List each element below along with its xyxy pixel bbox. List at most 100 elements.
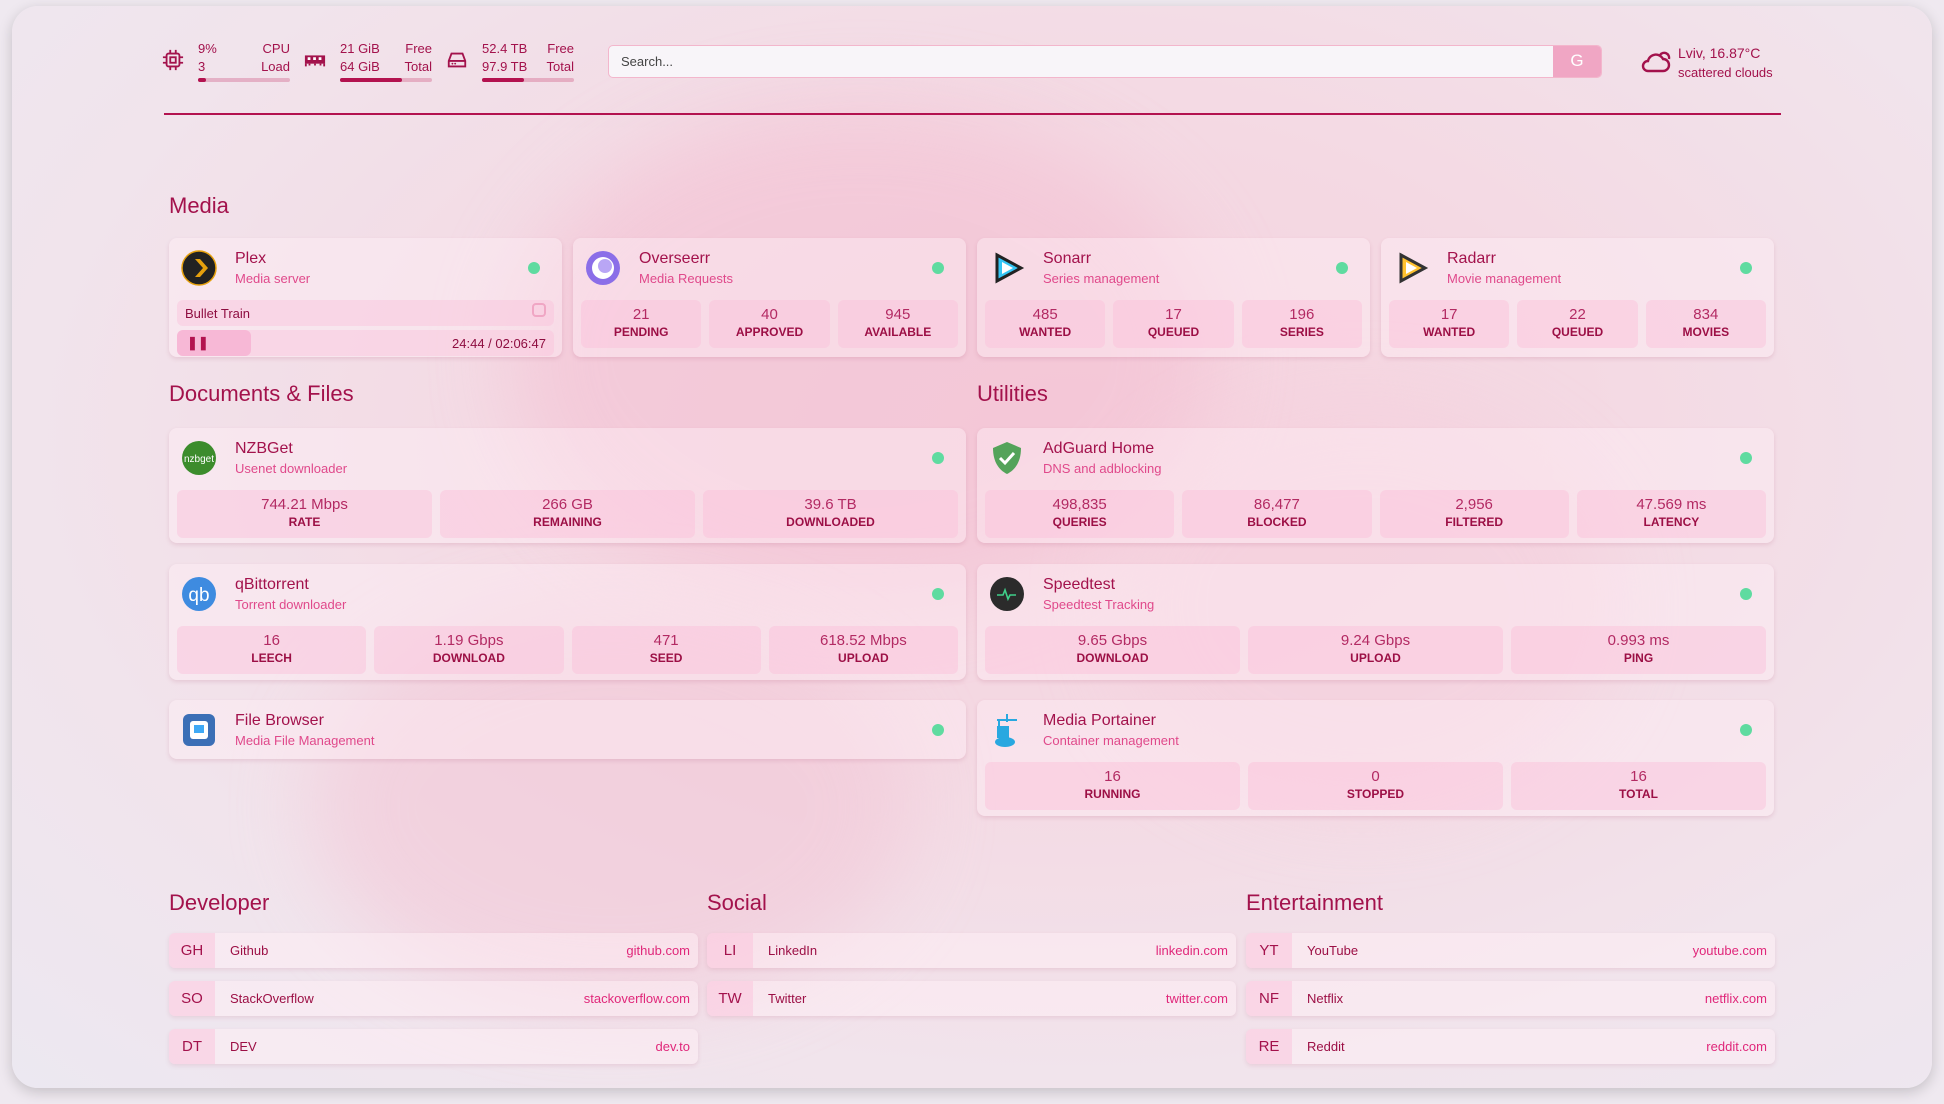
stat-queued: 22 QUEUED — [1517, 300, 1638, 348]
stat-seed: 471 SEED — [571, 626, 761, 674]
service-stats: 16 RUNNING 0 STOPPED 16 TOTAL — [985, 762, 1766, 810]
stat-label: DOWNLOADED — [786, 515, 875, 529]
stat-value: 945 — [885, 306, 911, 323]
search-provider-button[interactable]: G — [1553, 46, 1601, 77]
background-blossom — [1112, 406, 1612, 806]
service-name[interactable]: Radarr — [1447, 250, 1496, 267]
bookmark-reddit[interactable]: RE Reddit reddit.com — [1246, 1029, 1775, 1064]
service-card-speedtest[interactable]: Speedtest Speedtest Tracking 9.65 Gbps DO… — [977, 564, 1774, 680]
service-name[interactable]: Overseerr — [639, 250, 711, 267]
service-name[interactable]: Media Portainer — [1043, 712, 1156, 729]
memory-total-value: 64 GiB — [340, 59, 380, 74]
bookmark-group-title: Developer — [169, 890, 270, 915]
stat-label: RUNNING — [1084, 787, 1141, 801]
stat-available: 945 AVAILABLE — [837, 300, 958, 348]
svg-text:qb: qb — [188, 585, 209, 606]
bookmark-url: linkedin.com — [1155, 943, 1228, 958]
service-stats: 9.65 Gbps DOWNLOAD 9.24 Gbps UPLOAD 0.993 ms… — [985, 626, 1766, 674]
stat-approved: 40 APPROVED — [709, 300, 830, 348]
service-stats: 485 WANTED 17 QUEUED 196 SERIES — [985, 300, 1362, 348]
bookmark-group-social: Social LI LinkedIn linkedin.com TW Twitter twi… — [707, 890, 1236, 1016]
bookmark-linkedin[interactable]: LI LinkedIn linkedin.com — [707, 933, 1236, 968]
memory-total-label: Total — [404, 59, 432, 74]
stat-value: 9.24 Gbps — [1340, 632, 1411, 649]
now-playing-title: Bullet Train — [185, 306, 251, 321]
service-card-qbittorrent[interactable]: qb qBittorrent Torrent downloader 16 LEEC… — [169, 564, 966, 680]
stat-queued: 17 QUEUED — [1113, 300, 1234, 348]
header: 9% CPU 3 Load 21 GiB Free 64 GiB Total 52.4 … — [152, 37, 1782, 87]
bookmark-dev[interactable]: DT DEV dev.to — [169, 1029, 698, 1064]
service-name[interactable]: Plex — [235, 250, 267, 267]
radarr-icon — [1399, 252, 1429, 284]
service-card-overseerr[interactable]: Overseerr Media Requests 21 PENDING 40 APPR… — [573, 238, 966, 357]
playback-time: 24:44 / 02:06:47 — [452, 336, 546, 351]
disk-total-value: 97.9 TB — [482, 59, 528, 74]
service-name[interactable]: NZBGet — [235, 440, 293, 457]
stat-label: MOVIES — [1682, 325, 1730, 339]
portainer-icon — [995, 714, 1017, 747]
stat-label: FILTERED — [1445, 515, 1504, 529]
stat-upload: 9.24 Gbps UPLOAD — [1248, 626, 1503, 674]
bookmark-url: youtube.com — [1692, 943, 1767, 958]
plex-icon — [181, 250, 217, 286]
pause-icon[interactable]: ❚❚ — [187, 335, 209, 350]
weather-location-temp: Lviv, 16.87°C — [1678, 45, 1761, 61]
bookmark-abbr: TW — [707, 981, 753, 1016]
stat-running: 16 RUNNING — [985, 762, 1240, 810]
service-card-adguard-home[interactable]: AdGuard Home DNS and adblocking 498,835 Q… — [977, 428, 1774, 543]
service-card-media-portainer[interactable]: Media Portainer Container management 16 R… — [977, 700, 1774, 816]
service-name[interactable]: qBittorrent — [235, 576, 309, 593]
bookmark-group-title: Entertainment — [1246, 890, 1383, 915]
status-online-icon — [1740, 588, 1752, 600]
bookmark-netflix[interactable]: NF Netflix netflix.com — [1246, 981, 1775, 1016]
cast-icon — [532, 303, 546, 317]
service-stats: 21 PENDING 40 APPROVED 945 AVAILABLE — [581, 300, 958, 348]
service-name[interactable]: Speedtest — [1043, 576, 1116, 593]
stat-label: UPLOAD — [838, 651, 889, 665]
stat-label: PENDING — [613, 325, 669, 339]
stat-value: 485 — [1032, 306, 1058, 323]
bookmark-twitter[interactable]: TW Twitter twitter.com — [707, 981, 1236, 1016]
bookmark-abbr: RE — [1246, 1029, 1292, 1064]
stat-leech: 16 LEECH — [177, 626, 367, 674]
service-card-plex[interactable]: Plex Media server Bullet Train ❚❚ 24:44 /… — [169, 238, 562, 357]
stat-value: 16 — [1630, 768, 1647, 785]
service-name[interactable]: File Browser — [235, 712, 324, 729]
stat-value: 0 — [1371, 768, 1380, 785]
status-online-icon — [1740, 262, 1752, 274]
service-card-nzbget[interactable]: nzbget NZBGet Usenet downloader 744.21 M… — [169, 428, 966, 543]
bookmark-stackoverflow[interactable]: SO StackOverflow stackoverflow.com — [169, 981, 698, 1016]
status-online-icon — [932, 452, 944, 464]
bookmark-group-entertainment: Entertainment YT YouTube youtube.com NF Netfl… — [1246, 890, 1775, 1064]
stat-series: 196 SERIES — [1241, 300, 1362, 348]
service-card-sonarr[interactable]: Sonarr Series management 485 WANTED 17 QUEU… — [977, 238, 1370, 357]
stat-wanted: 17 WANTED — [1389, 300, 1510, 348]
service-name[interactable]: Sonarr — [1043, 250, 1092, 267]
cpu-bar — [198, 78, 290, 82]
service-card-radarr[interactable]: Radarr Movie management 17 WANTED 22 QUEUED… — [1381, 238, 1774, 357]
qbittorrent-icon: qb — [182, 577, 216, 611]
stat-value: 744.21 Mbps — [261, 496, 348, 513]
bar-fill — [198, 78, 207, 82]
bookmark-abbr: GH — [169, 933, 215, 968]
stat-label: DOWNLOAD — [1076, 651, 1149, 665]
stat-blocked: 86,477 BLOCKED — [1182, 490, 1372, 538]
bookmark-youtube[interactable]: YT YouTube youtube.com — [1246, 933, 1775, 968]
bookmark-github[interactable]: GH Github github.com — [169, 933, 698, 968]
search-input[interactable] — [609, 46, 1549, 77]
status-online-icon — [932, 588, 944, 600]
stat-filtered: 2,956 FILTERED — [1379, 490, 1569, 538]
stat-label: STOPPED — [1346, 787, 1405, 801]
service-card-file-browser[interactable]: File Browser Media File Management — [169, 700, 966, 759]
bookmark-url: github.com — [626, 943, 690, 958]
service-description: DNS and adblocking — [1043, 461, 1162, 476]
bookmark-group-title: Social — [707, 890, 767, 915]
status-online-icon — [932, 262, 944, 274]
stat-label: QUEUED — [1551, 325, 1604, 339]
service-name[interactable]: AdGuard Home — [1043, 440, 1155, 457]
stat-value: 17 — [1165, 306, 1182, 323]
dashboard-window — [12, 6, 1932, 1088]
stat-label: WANTED — [1019, 325, 1072, 339]
stat-value: 266 GB — [542, 496, 593, 513]
stat-ping: 0.993 ms PING — [1511, 626, 1766, 674]
